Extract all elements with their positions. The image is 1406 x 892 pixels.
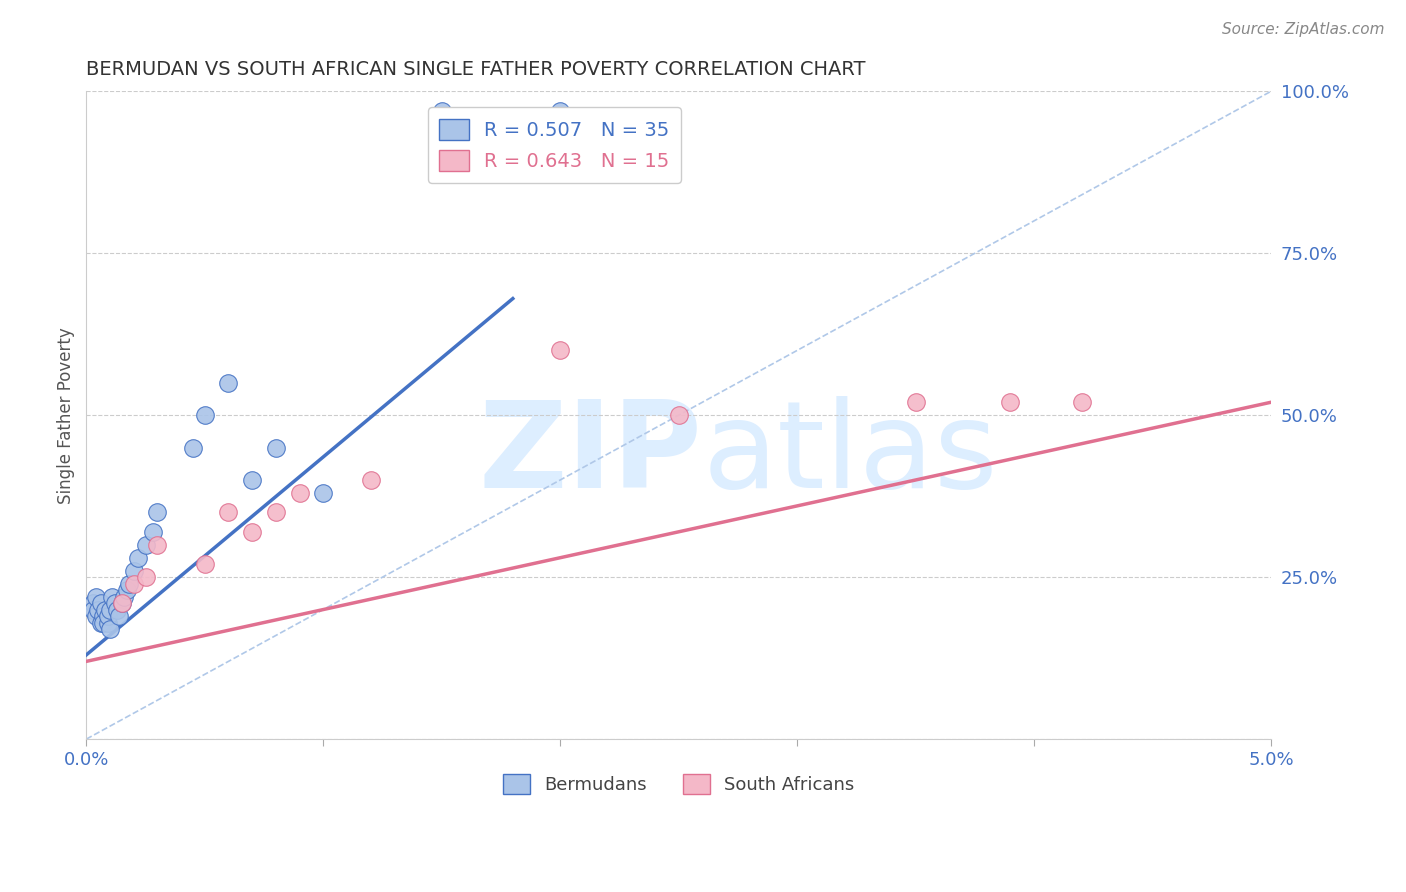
Point <box>146 505 169 519</box>
Point <box>548 343 571 358</box>
Point <box>240 524 263 539</box>
Point <box>548 103 571 118</box>
Point <box>94 602 117 616</box>
Text: BERMUDAN VS SOUTH AFRICAN SINGLE FATHER POVERTY CORRELATION CHART: BERMUDAN VS SOUTH AFRICAN SINGLE FATHER … <box>86 60 866 78</box>
Point <box>112 590 135 604</box>
Point <box>105 602 128 616</box>
Point <box>668 408 690 422</box>
Point <box>97 615 120 630</box>
Point <box>217 505 239 519</box>
Point <box>118 576 141 591</box>
Point <box>115 583 138 598</box>
Point <box>91 615 114 630</box>
Point <box>104 596 127 610</box>
Point <box>430 103 453 118</box>
Legend: Bermudans, South Africans: Bermudans, South Africans <box>495 767 862 801</box>
Point <box>98 622 121 636</box>
Point <box>111 596 134 610</box>
Point <box>194 558 217 572</box>
Point <box>122 564 145 578</box>
Point <box>181 441 204 455</box>
Point <box>1000 395 1022 409</box>
Point <box>1070 395 1092 409</box>
Point <box>82 596 104 610</box>
Point <box>127 550 149 565</box>
Point <box>312 486 335 500</box>
Point <box>89 596 111 610</box>
Point <box>111 596 134 610</box>
Point <box>97 609 120 624</box>
Point <box>264 505 287 519</box>
Point <box>194 408 217 422</box>
Point <box>98 602 121 616</box>
Point <box>264 441 287 455</box>
Point <box>288 486 311 500</box>
Point <box>84 590 107 604</box>
Point <box>101 590 124 604</box>
Point <box>89 615 111 630</box>
Point <box>135 570 157 584</box>
Point <box>122 576 145 591</box>
Text: atlas: atlas <box>703 395 998 513</box>
Point <box>142 524 165 539</box>
Point <box>240 473 263 487</box>
Y-axis label: Single Father Poverty: Single Father Poverty <box>58 326 75 504</box>
Point <box>146 538 169 552</box>
Point <box>87 602 110 616</box>
Text: ZIP: ZIP <box>478 395 703 513</box>
Point <box>217 376 239 390</box>
Point <box>135 538 157 552</box>
Point <box>108 609 131 624</box>
Point <box>360 473 382 487</box>
Point <box>91 609 114 624</box>
Point <box>84 609 107 624</box>
Point <box>82 602 104 616</box>
Text: Source: ZipAtlas.com: Source: ZipAtlas.com <box>1222 22 1385 37</box>
Point <box>904 395 927 409</box>
